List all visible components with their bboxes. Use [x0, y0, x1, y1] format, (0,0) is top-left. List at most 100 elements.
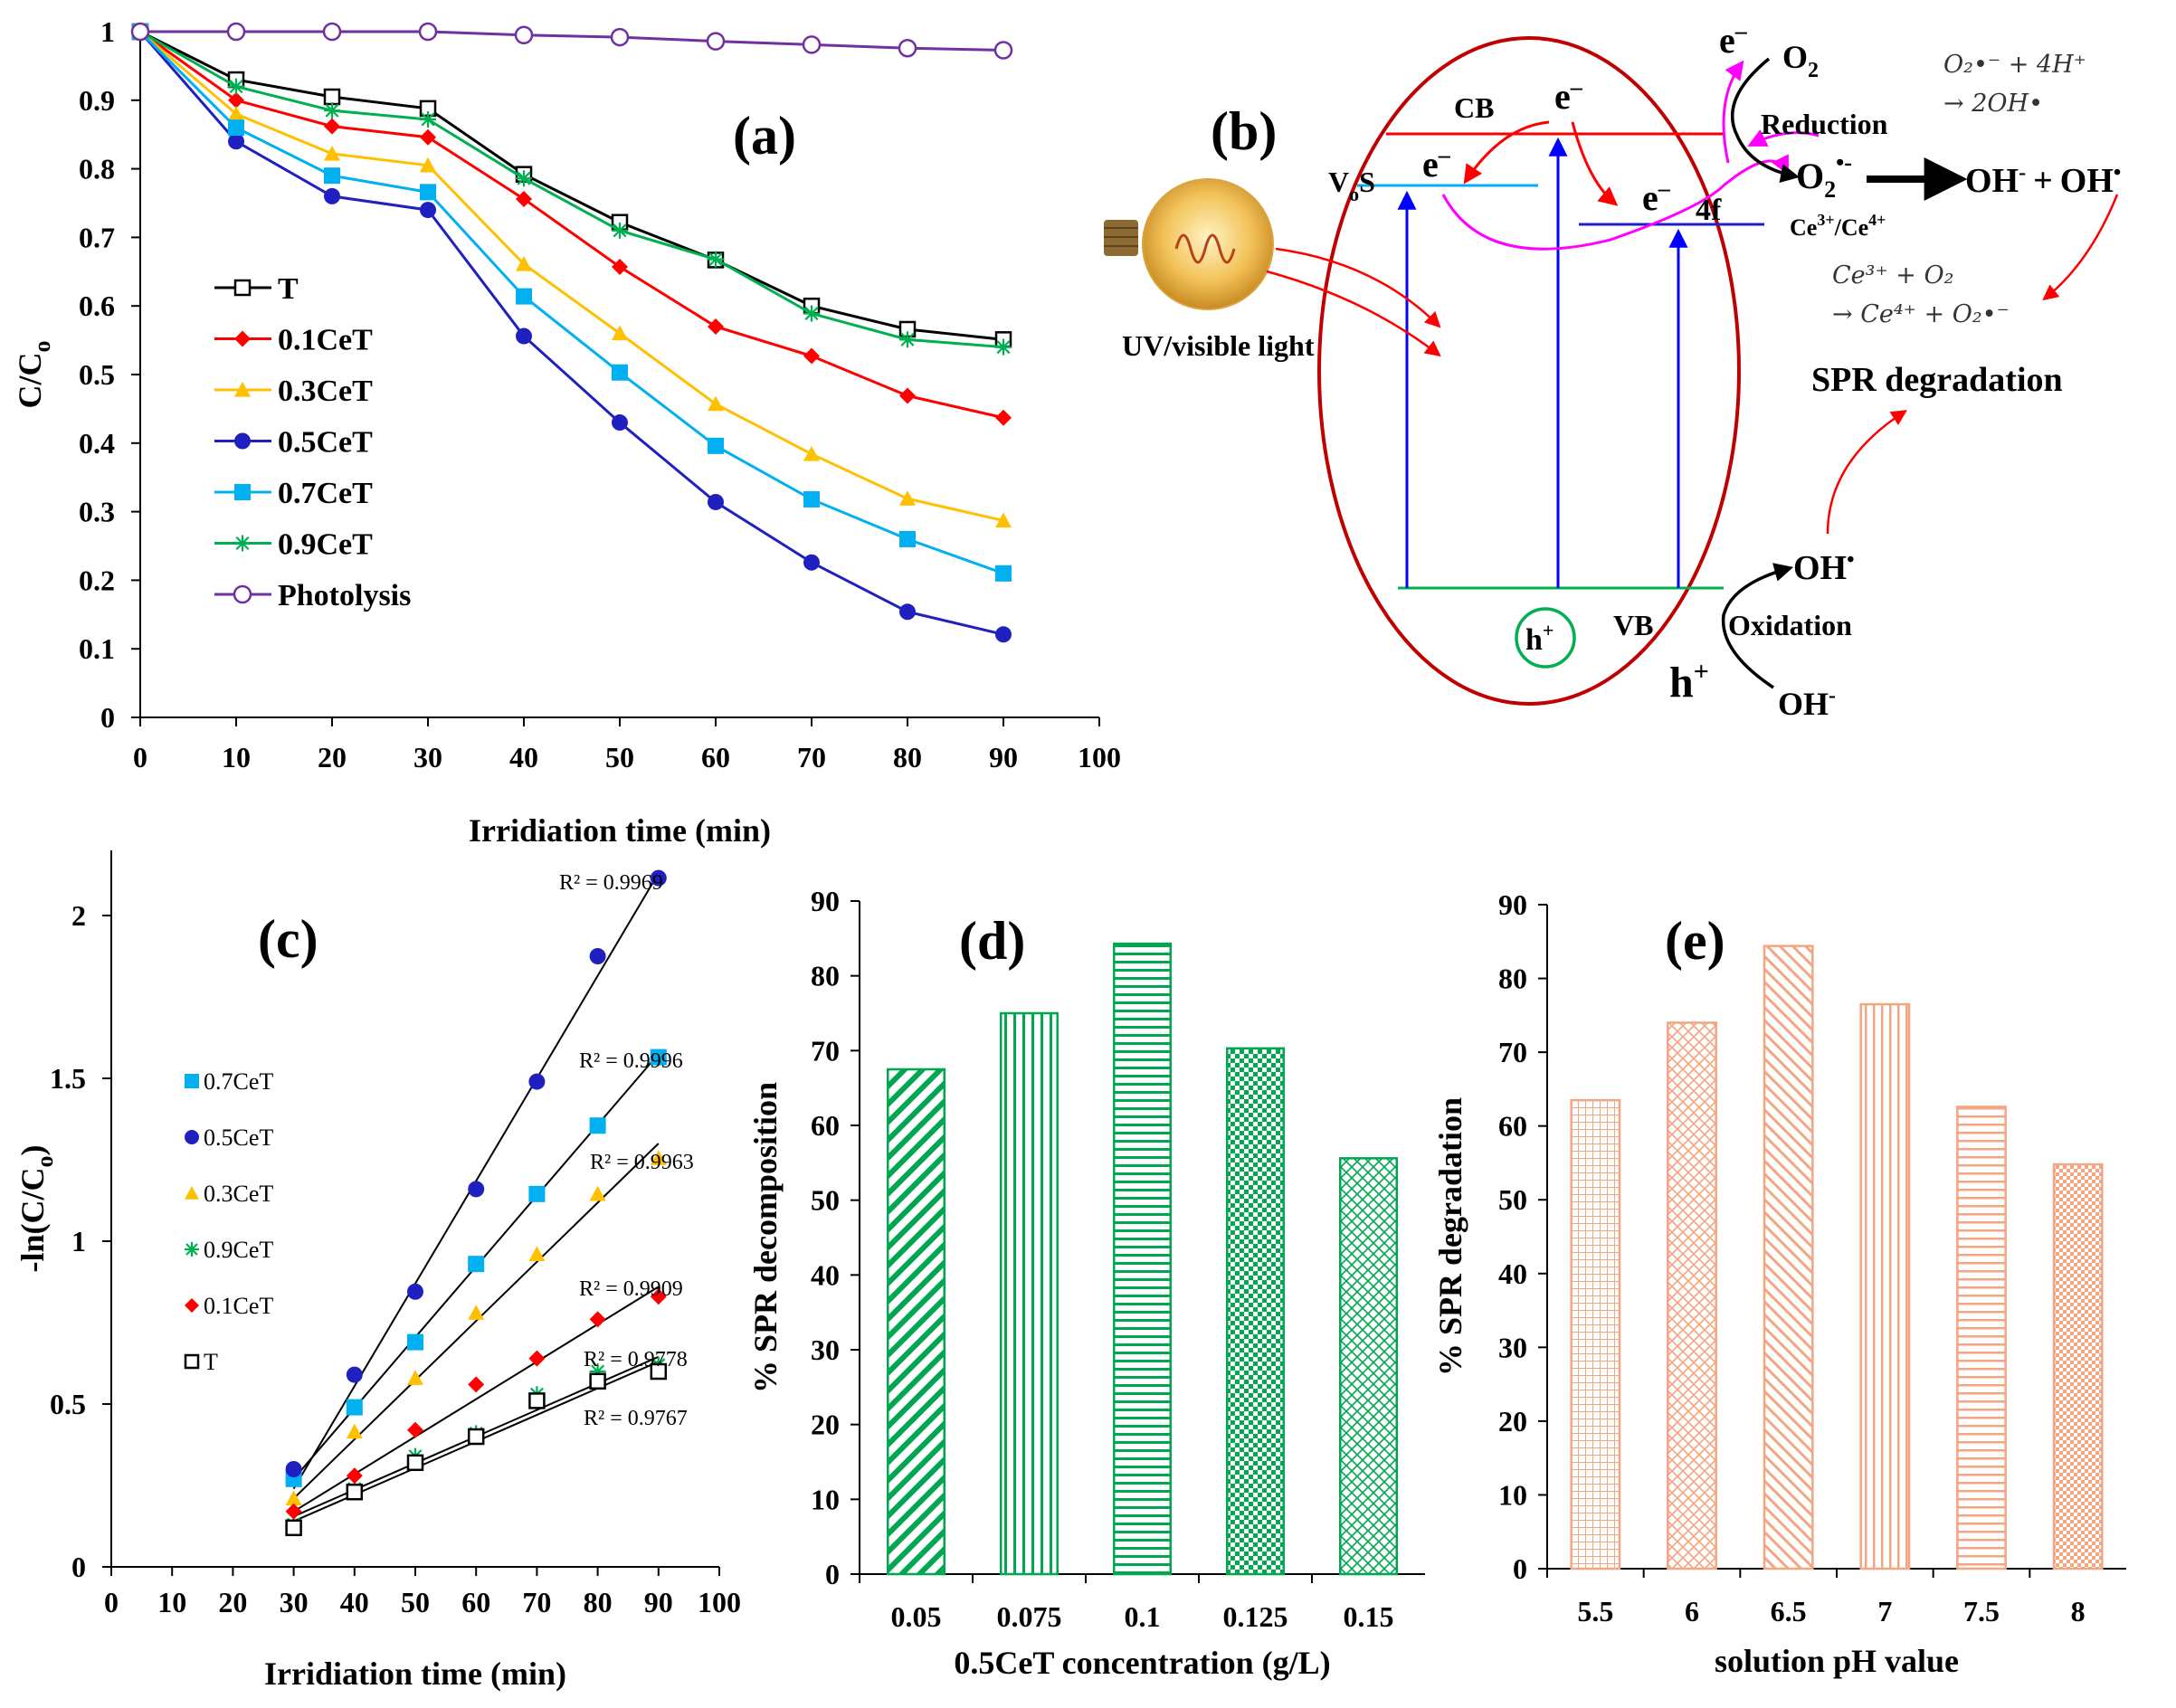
data-point-T: [285, 1519, 302, 1537]
data-point-0.9CeT: [228, 78, 244, 95]
series-line-0.3CeT: [139, 30, 1004, 522]
legend-marker-0.7CeT: [185, 1074, 199, 1088]
y-tick-label: 40: [811, 1258, 840, 1291]
x-tick-label: 0.15: [1344, 1600, 1394, 1633]
legend-label-0.9CeT: 0.9CeT: [278, 528, 373, 562]
x-tick-label: 0: [133, 741, 147, 773]
y-tick-label: 90: [1498, 888, 1527, 921]
data-point-0.7CeT: [407, 1333, 423, 1351]
y-tick-label: 0: [100, 701, 115, 734]
data-point-0.5CeT: [285, 1461, 302, 1477]
data-point-0.3CeT: [468, 1305, 485, 1320]
bar-5.5: [1570, 1098, 1621, 1570]
electron-4f: e–: [1642, 176, 1671, 218]
electron-path-magenta: [1441, 154, 1789, 251]
light-bulb-icon: [1104, 178, 1274, 310]
data-point-0.5CeT: [650, 869, 667, 887]
data-point-0.7CeT: [612, 364, 628, 381]
bar-0.125: [1226, 1047, 1285, 1576]
legend-label-Photolysis: Photolysis: [278, 579, 411, 612]
x-tick-label: 30: [280, 1586, 309, 1618]
panel-label-(e): (e): [1665, 911, 1725, 971]
data-point-0.1CeT: [346, 1467, 363, 1485]
legend-marker-0.5CeT: [234, 432, 251, 450]
data-point-0.1CeT: [324, 118, 340, 135]
legend-marker-0.1CeT: [234, 330, 251, 347]
legend-marker-0.3CeT: [185, 1186, 199, 1200]
data-point-Photolysis: [418, 22, 438, 42]
data-point-T: [589, 1372, 606, 1390]
o2-label: O2: [1782, 39, 1819, 82]
oh-to-spr-arrow: [2042, 194, 2119, 301]
x-tick-label: 5.5: [1577, 1595, 1613, 1627]
hole-free: h+: [1669, 657, 1709, 707]
data-point-0.3CeT: [803, 445, 820, 461]
ce-couple-label: Ce3+/Ce4+: [1790, 211, 1886, 241]
data-point-0.9CeT: [803, 305, 820, 322]
oxidation-label: Oxidation: [1728, 609, 1852, 641]
legend-label-0.1CeT: 0.1CeT: [204, 1293, 273, 1319]
fit-line-0.3CeT: [292, 1143, 660, 1500]
y-tick-label: 70: [1498, 1036, 1527, 1068]
data-point-0.9CeT: [589, 1363, 606, 1380]
legend-label-T: T: [278, 272, 299, 306]
data-point-0.7CeT: [708, 437, 724, 454]
data-point-0.3CeT: [285, 1490, 302, 1506]
x-tick-label: 100: [1078, 741, 1121, 773]
data-point-0.5CeT: [528, 1073, 546, 1090]
legend-label-T: T: [204, 1349, 218, 1375]
data-point-0.5CeT: [516, 327, 532, 345]
y-tick-label: 50: [811, 1184, 840, 1217]
y-tick-label: 0.5: [79, 358, 115, 391]
data-point-0.7CeT: [899, 530, 916, 547]
y-tick-label: 10: [811, 1483, 840, 1515]
bar-7.5: [1956, 1105, 2007, 1570]
data-point-0.5CeT: [468, 1181, 485, 1198]
x-tick-label: 20: [318, 741, 347, 773]
r2-label-0.3CeT: R² = 0.9963: [590, 1151, 694, 1174]
superoxide-label: O2•-: [1796, 149, 1852, 203]
y-tick-label: 0.4: [79, 427, 115, 460]
x-tick-label: 6: [1685, 1595, 1699, 1627]
y-tick-label: 0.2: [79, 564, 115, 596]
legend-marker-0.5CeT: [185, 1130, 199, 1144]
data-point-0.5CeT: [346, 1366, 363, 1383]
data-point-Photolysis: [226, 22, 246, 42]
x-tick-label: 0: [104, 1586, 119, 1618]
y-axis-title: C/Co: [12, 341, 55, 409]
y-tick-label: 20: [1498, 1405, 1527, 1438]
data-point-0.5CeT: [420, 202, 436, 219]
bar-6: [1667, 1021, 1717, 1570]
x-tick-label: 8: [2071, 1595, 2086, 1627]
data-point-0.1CeT: [228, 91, 244, 109]
x-tick-label: 10: [222, 741, 251, 773]
data-point-0.1CeT: [803, 347, 820, 365]
bar-0.15: [1339, 1157, 1398, 1576]
data-point-0.5CeT: [899, 603, 916, 621]
data-point-0.3CeT: [995, 512, 1012, 528]
x-tick-label: 100: [698, 1586, 741, 1618]
data-point-0.7CeT: [650, 1049, 667, 1066]
legend-label-0.7CeT: 0.7CeT: [278, 477, 373, 510]
data-point-0.7CeT: [803, 490, 820, 508]
series-line-Photolysis: [140, 30, 1004, 52]
series-line-0.5CeT: [138, 31, 1004, 636]
reduction-label: Reduction: [1761, 108, 1888, 140]
data-point-0.1CeT: [995, 409, 1012, 426]
oh-minus-label: OH-: [1778, 684, 1836, 722]
reduction-arrow-left: [1747, 129, 1820, 147]
data-point-Photolysis: [514, 25, 534, 45]
oxidation-arrow: [1721, 563, 1794, 689]
data-point-0.5CeT: [407, 1283, 423, 1300]
vos-label: VoS: [1328, 166, 1375, 205]
data-point-Photolysis: [706, 32, 726, 51]
data-point-0.1CeT: [468, 1376, 485, 1393]
data-point-0.5CeT: [995, 626, 1012, 643]
x-tick-label: 7: [1877, 1595, 1892, 1627]
ohradical-to-spr-arrow: [1826, 410, 1907, 535]
data-point-0.7CeT: [420, 184, 436, 201]
series-line-0.9CeT: [139, 30, 1004, 349]
data-point-0.9CeT: [324, 102, 340, 119]
x-axis-title: solution pH value: [1715, 1643, 1959, 1679]
data-point-0.3CeT: [324, 145, 340, 161]
